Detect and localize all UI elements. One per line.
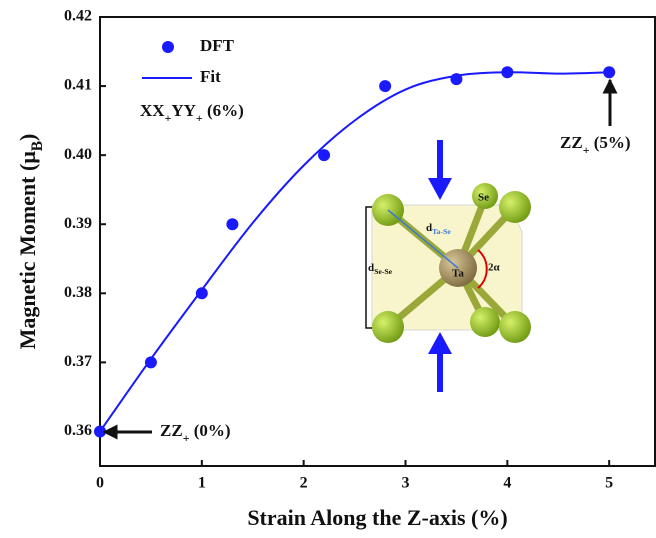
data-point xyxy=(226,218,238,230)
fit-line xyxy=(100,72,609,431)
annotation-part: ZZ xyxy=(160,421,183,440)
y-axis-label-part: Magnetic Moment (μ xyxy=(15,151,40,350)
x-tick-label: 0 xyxy=(96,475,104,492)
structure-inset: Se Ta 2α xyxy=(366,140,531,392)
inset-label: Ta xyxy=(452,268,464,280)
y-axis-label: Magnetic Moment (μB) xyxy=(15,134,46,350)
x-tick-label: 2 xyxy=(300,475,308,492)
annotation-part: ZZ xyxy=(560,133,583,152)
annotation: ZZ+ (0%) xyxy=(160,421,231,445)
inset-label: Se xyxy=(478,192,489,204)
annotation-part: (5%) xyxy=(589,133,630,152)
y-axis-label-part: ) xyxy=(15,134,40,141)
x-tick-label: 4 xyxy=(503,475,511,492)
inset-label-part: Ta-Se xyxy=(432,227,451,236)
legend-note: XX+YY+ (6%) xyxy=(140,101,244,125)
y-tick-label: 0.36 xyxy=(64,422,92,439)
x-tick-label: 5 xyxy=(605,475,613,492)
annotation: ZZ+ (5%) xyxy=(560,133,631,157)
inset-label: 2α xyxy=(488,262,501,274)
x-tick-label: 3 xyxy=(402,475,410,492)
y-axis-label-part: B xyxy=(29,141,46,151)
legend-note-part: (6%) xyxy=(203,101,244,120)
legend-note-part: YY xyxy=(171,101,196,120)
y-tick-label: 0.37 xyxy=(64,353,92,370)
x-tick-label: 1 xyxy=(198,475,206,492)
chart: Se Ta 2α 0 1 2 3 4 5 0.36 0.37 0.38 0.39 0.40 0.41 0.4… xyxy=(0,0,656,538)
annotation-part: (0%) xyxy=(189,421,230,440)
legend-label: Fit xyxy=(200,67,221,86)
legend-label: DFT xyxy=(200,36,235,55)
data-point xyxy=(379,80,391,92)
y-tick-label: 0.41 xyxy=(64,77,92,94)
y-tick-label: 0.42 xyxy=(64,8,92,25)
y-tick-label: 0.40 xyxy=(64,146,92,163)
y-tick-label: 0.38 xyxy=(64,284,92,301)
inset-label-part: Se-Se xyxy=(374,267,393,276)
x-axis-label: Strain Along the Z-axis (%) xyxy=(247,505,507,530)
legend-note-part: XX xyxy=(140,101,165,120)
y-tick-label: 0.39 xyxy=(64,215,92,232)
legend-marker xyxy=(162,41,174,53)
